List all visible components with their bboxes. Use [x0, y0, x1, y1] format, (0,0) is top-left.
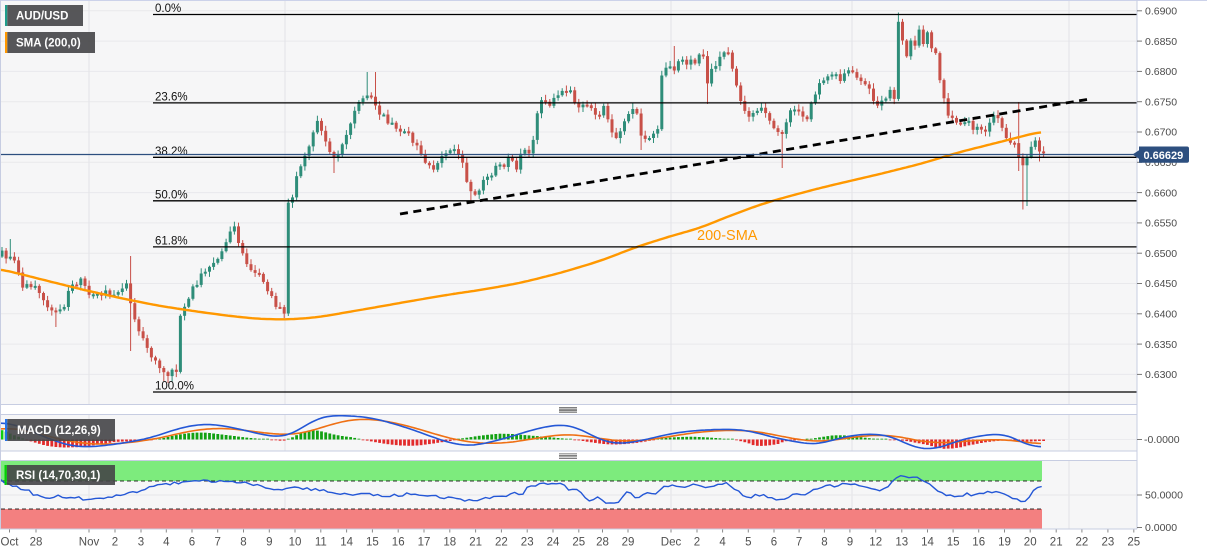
svg-text:SMA (200,0): SMA (200,0)	[16, 38, 81, 50]
svg-text:0.6850: 0.6850	[1145, 36, 1177, 48]
svg-text:25: 25	[1127, 537, 1140, 549]
svg-text:2: 2	[112, 537, 118, 549]
svg-text:0.6700: 0.6700	[1145, 127, 1177, 139]
svg-text:8: 8	[240, 537, 246, 549]
svg-text:24: 24	[547, 537, 560, 549]
svg-text:23: 23	[521, 537, 534, 549]
svg-text:11: 11	[315, 537, 327, 549]
svg-text:Oct: Oct	[1, 537, 20, 549]
svg-text:0.6750: 0.6750	[1145, 96, 1177, 108]
svg-text:38.2%: 38.2%	[155, 146, 188, 158]
svg-text:0.6450: 0.6450	[1145, 278, 1177, 290]
svg-text:200-SMA: 200-SMA	[697, 228, 758, 244]
svg-text:16: 16	[392, 537, 405, 549]
svg-text:14: 14	[340, 537, 353, 549]
svg-text:10: 10	[289, 537, 302, 549]
svg-text:0.6500: 0.6500	[1145, 248, 1177, 260]
svg-text:28: 28	[596, 537, 609, 549]
svg-text:0.6900: 0.6900	[1145, 6, 1177, 18]
svg-text:7: 7	[214, 537, 220, 549]
svg-text:12: 12	[869, 537, 882, 549]
svg-text:0.0%: 0.0%	[155, 3, 181, 15]
svg-text:18: 18	[443, 537, 456, 549]
svg-text:19: 19	[998, 537, 1011, 549]
svg-text:100.0%: 100.0%	[155, 381, 194, 393]
svg-text:7: 7	[796, 537, 802, 549]
svg-text:14: 14	[921, 537, 934, 549]
svg-text:9: 9	[847, 537, 853, 549]
svg-text:29: 29	[622, 537, 635, 549]
svg-text:13: 13	[895, 537, 908, 549]
svg-text:MACD (12,26,9): MACD (12,26,9)	[17, 425, 101, 437]
svg-text:0.6600: 0.6600	[1145, 187, 1177, 199]
svg-text:28: 28	[30, 537, 43, 549]
svg-text:23: 23	[1102, 537, 1115, 549]
svg-text:15: 15	[366, 537, 379, 549]
svg-text:23.6%: 23.6%	[155, 92, 188, 104]
svg-text:2: 2	[694, 537, 700, 549]
svg-text:4: 4	[719, 537, 726, 549]
svg-text:Nov: Nov	[79, 537, 100, 549]
svg-text:AUD/USD: AUD/USD	[16, 11, 68, 23]
svg-text:3: 3	[138, 537, 144, 549]
svg-text:16: 16	[972, 537, 985, 549]
svg-text:20: 20	[1024, 537, 1037, 549]
svg-text:15: 15	[947, 537, 960, 549]
svg-text:0.0000: 0.0000	[1145, 522, 1177, 534]
svg-text:0.6550: 0.6550	[1145, 218, 1177, 230]
svg-text:5: 5	[745, 537, 751, 549]
svg-text:RSI (14,70,30,1): RSI (14,70,30,1)	[16, 470, 101, 482]
svg-text:22: 22	[1076, 537, 1089, 549]
svg-text:6: 6	[771, 537, 777, 549]
svg-text:0.66629: 0.66629	[1144, 150, 1184, 162]
svg-text:0.6350: 0.6350	[1145, 339, 1177, 351]
svg-text:50.0%: 50.0%	[155, 189, 188, 201]
svg-text:4: 4	[163, 537, 170, 549]
svg-text:17: 17	[418, 537, 431, 549]
svg-text:6: 6	[189, 537, 195, 549]
svg-text:50.0000: 50.0000	[1145, 490, 1183, 502]
svg-text:21: 21	[1050, 537, 1063, 549]
svg-text:25: 25	[572, 537, 585, 549]
svg-text:22: 22	[495, 537, 508, 549]
svg-text:Dec: Dec	[661, 537, 682, 549]
svg-text:0.6300: 0.6300	[1145, 369, 1177, 381]
svg-text:-0.0000: -0.0000	[1144, 434, 1180, 446]
svg-text:8: 8	[821, 537, 827, 549]
svg-text:9: 9	[266, 537, 272, 549]
svg-text:0.6800: 0.6800	[1145, 66, 1177, 78]
svg-text:61.8%: 61.8%	[155, 236, 188, 248]
svg-text:21: 21	[469, 537, 482, 549]
svg-text:0.6400: 0.6400	[1145, 309, 1177, 321]
